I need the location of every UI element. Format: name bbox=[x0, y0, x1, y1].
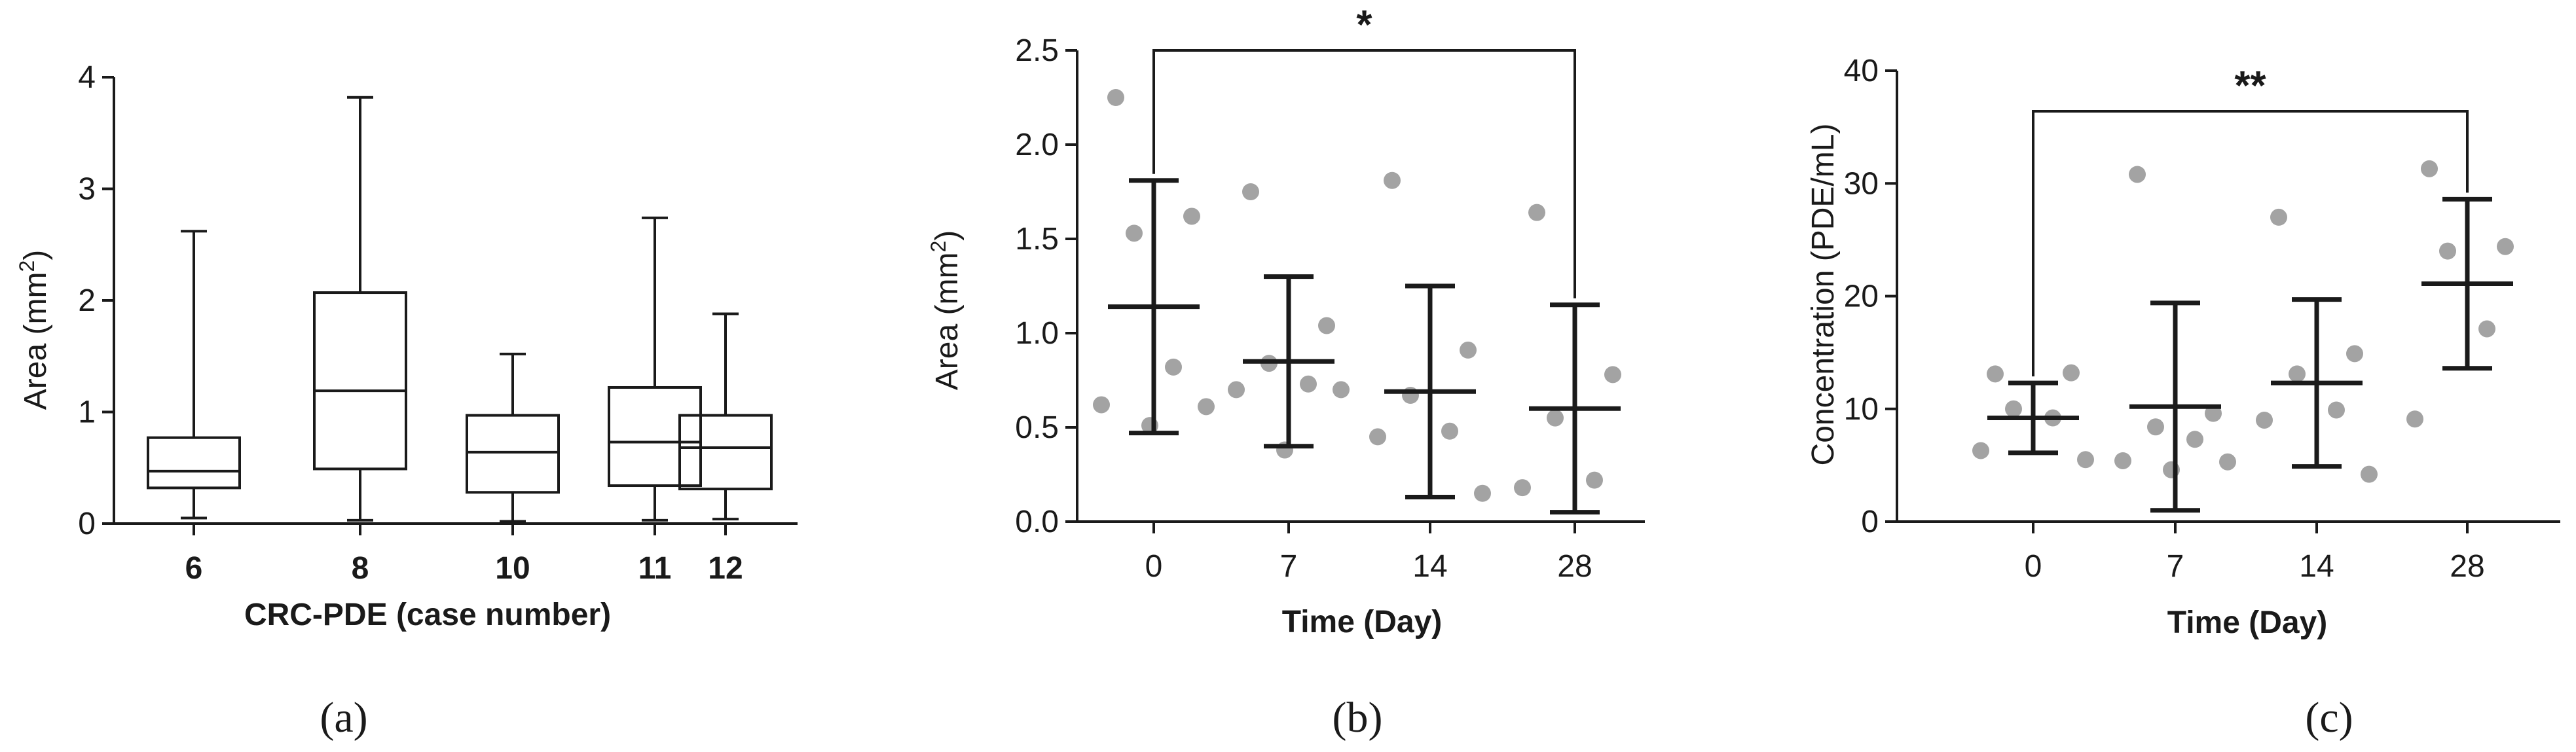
panel-a-box-case-6 bbox=[147, 230, 241, 520]
panel-c-point-day-28 bbox=[2406, 410, 2423, 428]
panel-c-point-day-14 bbox=[2256, 411, 2273, 429]
panel-b-y-tick-label: 1.5 bbox=[1015, 222, 1059, 257]
panel-b-x-tick-label: 0 bbox=[1145, 549, 1163, 584]
panel-a-box-case-11 bbox=[608, 216, 702, 522]
panel-b-y-axis-title: Area (mm2) bbox=[927, 230, 965, 390]
panel-a-box-case-8 bbox=[313, 96, 407, 522]
panel-c-point-day-0 bbox=[1987, 365, 2004, 383]
panel-c-point-day-28 bbox=[2497, 238, 2514, 255]
panel-b-point-day-28 bbox=[1514, 479, 1531, 497]
panel-b-point-day-28 bbox=[1547, 409, 1564, 427]
panel-b-y-tick-label: 2.5 bbox=[1015, 33, 1059, 68]
panel-a-x-tick-label: 10 bbox=[495, 551, 530, 586]
panel-b-y-tick-label: 1.0 bbox=[1015, 316, 1059, 351]
panel-c-y-tick-label: 0 bbox=[1861, 505, 1879, 539]
panel-a-y-tick-label: 2 bbox=[78, 283, 96, 318]
panel-b-point-day-0 bbox=[1126, 224, 1143, 242]
panel-b-point-day-14 bbox=[1384, 171, 1401, 189]
panel-a-x-axis-title: CRC-PDE (case number) bbox=[244, 598, 611, 632]
panel-c-significance-label: ** bbox=[2234, 63, 2266, 109]
panel-b-x-tick-label: 28 bbox=[1557, 549, 1592, 584]
panel-c-point-day-0 bbox=[2077, 451, 2094, 469]
panel-c-label: (c) bbox=[2305, 694, 2353, 742]
panel-c-point-day-14 bbox=[2328, 401, 2345, 419]
panel-c-point-day-7 bbox=[2186, 431, 2203, 448]
panel-c-point-day-28 bbox=[2478, 320, 2495, 338]
panel-c-point-day-14 bbox=[2289, 365, 2306, 383]
panel-c-point-day-7 bbox=[2219, 453, 2236, 471]
panel-b-y-tick-label: 0.5 bbox=[1015, 410, 1059, 445]
panel-a-y-tick-label: 3 bbox=[78, 172, 96, 207]
panel-c-point-day-7 bbox=[2205, 404, 2222, 422]
panel-b-point-day-14 bbox=[1441, 422, 1458, 440]
panel-c-significance-bracket bbox=[2032, 110, 2469, 377]
box-iqr bbox=[466, 414, 560, 494]
panel-b-x-tick-label: 7 bbox=[1280, 549, 1298, 584]
panel-c-x-tick-label: 28 bbox=[2450, 549, 2484, 584]
panel-c-point-day-7 bbox=[2114, 452, 2131, 469]
panel-b-scatter: Area (mm2) Time (Day) (b) 0.0 0.5 1.0 1.5 2.… bbox=[927, 3, 1645, 742]
panel-c-y-tick-label: 30 bbox=[1844, 166, 1879, 201]
panel-b-point-day-7 bbox=[1318, 317, 1335, 334]
panel-b-point-day-0 bbox=[1107, 89, 1124, 106]
panel-a-boxplot: Area (mm2) CRC-PDE (case number) (a) 012… bbox=[15, 60, 798, 742]
panel-a-x-tick-label: 12 bbox=[708, 551, 743, 586]
panel-b-y-tick-label: 0.0 bbox=[1015, 505, 1059, 539]
box-iqr bbox=[608, 385, 702, 488]
panel-a-y-tick-label: 4 bbox=[78, 60, 96, 95]
panel-b-x-axis-title: Time (Day) bbox=[1282, 605, 1443, 639]
panel-a-label: (a) bbox=[320, 694, 367, 742]
panel-b-point-day-14 bbox=[1474, 484, 1491, 502]
panel-b-y-tick-label: 2.0 bbox=[1015, 128, 1059, 162]
panel-a-x-tick-label: 11 bbox=[638, 551, 672, 586]
panel-a-y-axis-title: Area (mm2) bbox=[15, 250, 53, 410]
panel-c-point-day-14 bbox=[2270, 208, 2287, 226]
box-iqr bbox=[313, 291, 407, 471]
panel-b-point-day-0 bbox=[1198, 398, 1215, 416]
panel-a-y-tick-label: 0 bbox=[78, 507, 96, 541]
panel-c-y-tick-label: 40 bbox=[1844, 54, 1879, 88]
panel-c-x-tick-label: 14 bbox=[2299, 549, 2334, 584]
panel-c-y-axis-title: Concentration (PDE/mL) bbox=[1806, 124, 1841, 466]
panel-b-x-tick-label: 14 bbox=[1412, 549, 1447, 584]
panel-c-point-day-0 bbox=[2005, 400, 2022, 418]
panel-b-point-day-7 bbox=[1228, 381, 1245, 399]
panel-c-x-axis-title: Time (Day) bbox=[2167, 605, 2328, 640]
panel-a-box-case-12 bbox=[678, 312, 773, 521]
panel-a-x-tick-label: 6 bbox=[185, 551, 203, 586]
panel-c-point-day-0 bbox=[2063, 364, 2080, 382]
panel-c-scatter: Concentration (PDE/mL) Time (Day) (c) 0 1… bbox=[1806, 54, 2560, 742]
panel-b-point-day-28 bbox=[1528, 204, 1545, 221]
panel-c-y-tick-label: 20 bbox=[1844, 279, 1879, 314]
panel-a-box-case-10 bbox=[466, 352, 560, 523]
panel-c-point-day-28 bbox=[2439, 242, 2456, 260]
panel-b-point-day-0 bbox=[1183, 207, 1200, 225]
panel-c-y-tick-label: 10 bbox=[1844, 392, 1879, 427]
panel-a-x-tick-label: 8 bbox=[352, 551, 369, 586]
panel-b-significance-label: * bbox=[1356, 3, 1372, 48]
panel-a-y-tick-label: 1 bbox=[78, 395, 96, 430]
panel-b-point-day-0 bbox=[1165, 358, 1182, 376]
panel-c-point-day-7 bbox=[2147, 418, 2164, 436]
panel-c-x-tick-label: 7 bbox=[2167, 549, 2184, 584]
panel-c-x-tick-label: 0 bbox=[2025, 549, 2042, 584]
box-iqr bbox=[147, 436, 241, 490]
panel-b-label: (b) bbox=[1333, 694, 1383, 742]
panel-b-point-day-28 bbox=[1604, 366, 1621, 384]
panel-b-point-day-7 bbox=[1333, 381, 1350, 399]
panel-b-point-day-14 bbox=[1369, 428, 1386, 446]
panel-c-point-day-14 bbox=[2361, 465, 2378, 483]
box-iqr bbox=[678, 414, 773, 491]
panel-c-point-day-28 bbox=[2421, 160, 2438, 177]
panel-b-point-day-7 bbox=[1242, 183, 1259, 200]
panel-c-point-day-7 bbox=[2129, 166, 2146, 183]
panel-b-point-day-0 bbox=[1093, 396, 1110, 414]
panel-c-point-day-0 bbox=[1972, 442, 1989, 459]
panel-b-point-day-14 bbox=[1460, 341, 1477, 359]
panel-b-point-day-28 bbox=[1586, 471, 1603, 489]
panel-b-point-day-7 bbox=[1300, 375, 1317, 393]
panel-c-point-day-14 bbox=[2346, 345, 2363, 363]
panel-b-significance-bracket bbox=[1152, 49, 1576, 298]
